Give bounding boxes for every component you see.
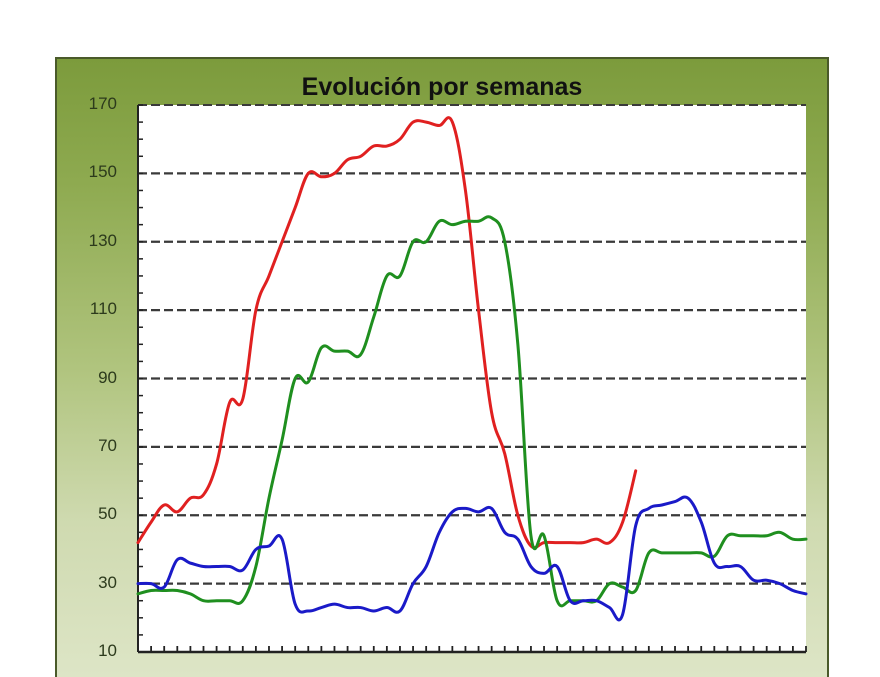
y-tick-label: 170 xyxy=(88,94,117,113)
y-tick-label: 150 xyxy=(88,162,117,182)
series-line xyxy=(136,116,638,550)
series-line xyxy=(136,495,808,622)
chart-title: Evolución por semanas xyxy=(301,73,583,101)
y-tick-label: 10 xyxy=(98,641,117,660)
line-chart xyxy=(136,104,808,654)
y-tick-label: 90 xyxy=(98,367,117,387)
y-tick-label: 70 xyxy=(98,435,117,455)
y-tick-label: 130 xyxy=(88,230,117,250)
series-line xyxy=(136,215,808,608)
y-tick-label: 30 xyxy=(98,572,117,592)
y-tick-label: 110 xyxy=(89,299,117,319)
y-tick-label: 50 xyxy=(98,504,117,524)
